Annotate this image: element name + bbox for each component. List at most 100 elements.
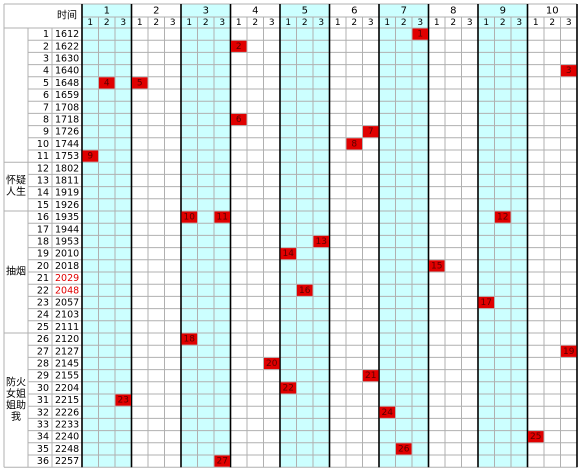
row-time: 2226 bbox=[55, 407, 79, 418]
sub-header: 1 bbox=[87, 18, 93, 28]
row-time: 1612 bbox=[55, 29, 79, 40]
row-time: 1718 bbox=[55, 115, 79, 126]
sub-header: 2 bbox=[401, 18, 407, 28]
mark-cell bbox=[115, 394, 131, 406]
mark-cell bbox=[280, 382, 296, 394]
row-number: 24 bbox=[37, 310, 49, 321]
row-number: 30 bbox=[37, 383, 49, 394]
mark-cell bbox=[264, 357, 280, 370]
mark-cell bbox=[313, 235, 329, 248]
row-time: 2257 bbox=[55, 456, 79, 467]
sub-header: 1 bbox=[137, 18, 143, 28]
sub-header: 2 bbox=[104, 18, 110, 28]
sub-header: 2 bbox=[351, 18, 357, 28]
row-time: 1630 bbox=[55, 54, 79, 65]
row-number: 21 bbox=[37, 273, 49, 284]
sub-header: 1 bbox=[384, 18, 390, 28]
row-number: 13 bbox=[37, 176, 49, 187]
group-header-9: 9 bbox=[500, 6, 506, 17]
row-number: 10 bbox=[37, 139, 49, 150]
row-time: 1944 bbox=[55, 224, 79, 235]
mark-cell bbox=[478, 296, 494, 309]
sub-header: 1 bbox=[533, 18, 539, 28]
side-label: 抽烟 bbox=[6, 265, 26, 278]
mark-cell bbox=[495, 211, 511, 223]
mark-label: 3 bbox=[566, 66, 572, 76]
side-label: 怀疑 bbox=[6, 174, 26, 186]
row-time: 1726 bbox=[55, 127, 79, 138]
row-number: 23 bbox=[37, 298, 49, 309]
sub-header: 3 bbox=[170, 18, 176, 28]
time-header: 时间 bbox=[57, 9, 77, 22]
row-time: 1708 bbox=[55, 102, 79, 113]
row-time: 2029 bbox=[55, 273, 79, 284]
mark-label: 22 bbox=[283, 383, 294, 393]
mark-cell bbox=[363, 370, 379, 382]
sub-header: 2 bbox=[549, 18, 555, 28]
mark-cell bbox=[99, 77, 115, 89]
row-number: 12 bbox=[37, 163, 49, 174]
row-number: 35 bbox=[37, 444, 49, 455]
mark-cell bbox=[214, 211, 230, 223]
row-time: 2215 bbox=[55, 395, 79, 406]
mark-cell bbox=[561, 345, 577, 357]
mark-label: 6 bbox=[236, 115, 242, 125]
sub-header: 3 bbox=[318, 18, 324, 28]
row-number: 28 bbox=[37, 359, 49, 370]
row-number: 36 bbox=[37, 456, 49, 467]
mark-cell bbox=[379, 406, 395, 418]
row-time: 2103 bbox=[55, 310, 79, 321]
group-header-4: 4 bbox=[252, 6, 258, 17]
row-number: 1 bbox=[43, 29, 49, 40]
row-time: 1622 bbox=[55, 41, 79, 52]
mark-cell bbox=[412, 28, 428, 40]
row-number: 32 bbox=[37, 407, 49, 418]
mark-cell bbox=[231, 40, 247, 52]
mark-label: 15 bbox=[431, 261, 442, 271]
side-label: 我 bbox=[11, 411, 21, 423]
sub-header: 2 bbox=[500, 18, 506, 28]
row-number: 9 bbox=[43, 127, 49, 138]
sub-header: 1 bbox=[483, 18, 489, 28]
row-time: 1659 bbox=[55, 90, 79, 101]
side-label: 防火 bbox=[6, 375, 26, 388]
row-number: 16 bbox=[37, 212, 49, 223]
row-time: 1811 bbox=[55, 176, 79, 187]
row-number: 34 bbox=[37, 432, 49, 443]
row-time: 1953 bbox=[55, 237, 79, 248]
mark-label: 7 bbox=[368, 127, 374, 137]
row-time: 2155 bbox=[55, 371, 79, 382]
mark-label: 25 bbox=[530, 432, 541, 442]
group-header-7: 7 bbox=[401, 6, 407, 17]
mark-label: 24 bbox=[382, 408, 394, 418]
sub-header: 2 bbox=[203, 18, 209, 28]
mark-label: 8 bbox=[351, 139, 357, 149]
mark-cell bbox=[132, 77, 148, 89]
group-header-1: 1 bbox=[104, 6, 110, 17]
mark-cell bbox=[231, 113, 247, 126]
row-number: 19 bbox=[37, 249, 49, 260]
row-number: 31 bbox=[37, 395, 49, 406]
row-time: 2204 bbox=[55, 383, 79, 394]
sub-header: 1 bbox=[335, 18, 341, 28]
row-time: 2127 bbox=[55, 346, 79, 357]
mark-cell bbox=[561, 65, 577, 77]
mark-cell bbox=[396, 443, 412, 455]
row-number: 8 bbox=[43, 115, 49, 126]
sub-header: 3 bbox=[566, 18, 572, 28]
sub-header: 3 bbox=[120, 18, 126, 28]
sub-header: 3 bbox=[467, 18, 473, 28]
row-number: 27 bbox=[37, 346, 49, 357]
row-time: 1919 bbox=[55, 188, 79, 199]
mark-label: 21 bbox=[365, 371, 376, 381]
row-time: 2010 bbox=[55, 249, 79, 260]
mark-label: 23 bbox=[118, 396, 129, 406]
row-number: 2 bbox=[43, 41, 49, 52]
sub-header: 1 bbox=[186, 18, 192, 28]
sub-header: 3 bbox=[219, 18, 225, 28]
mark-cell bbox=[346, 138, 362, 150]
mark-label: 14 bbox=[283, 249, 295, 259]
mark-cell bbox=[82, 150, 98, 162]
mark-label: 18 bbox=[184, 335, 196, 345]
sub-header: 1 bbox=[434, 18, 440, 28]
